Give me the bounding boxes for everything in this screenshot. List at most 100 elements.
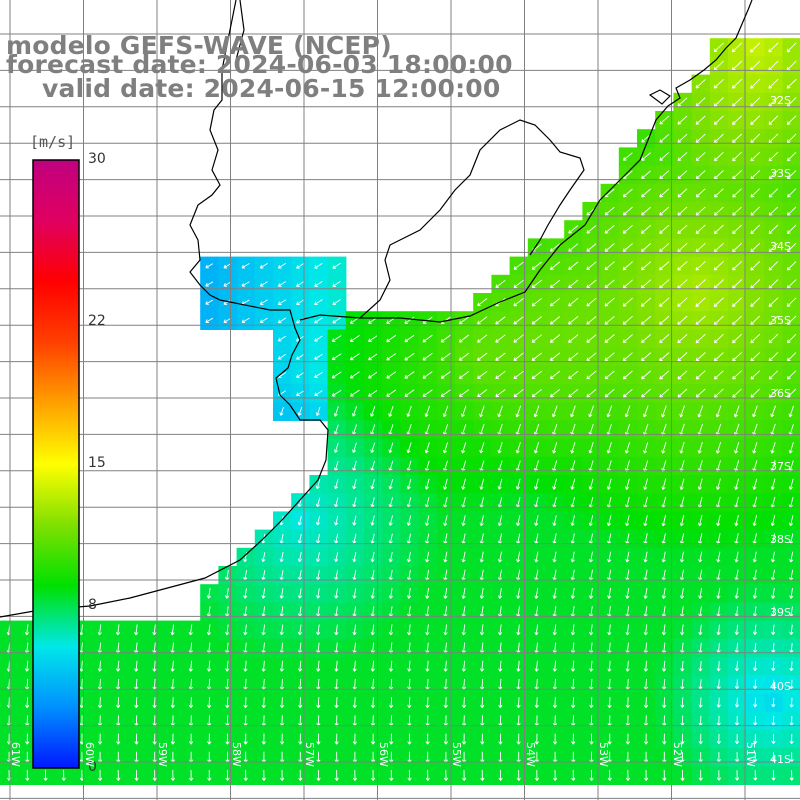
wind-arrow [495,334,506,343]
wind-arrow [659,370,670,380]
wind-arrow [659,279,670,289]
wind-arrow [332,299,341,306]
wind-arrow [622,152,633,161]
wind-arrow [731,78,743,89]
wind-arrow [713,170,724,180]
wind-arrow [458,334,470,343]
colorbar-tick-label: 15 [88,455,106,471]
wind-arrow [404,334,415,343]
wind-arrow [259,317,268,324]
wind-arrow [750,297,761,307]
wind-arrow [296,262,305,269]
wind-arrow [622,224,633,234]
wind-arrow [695,370,706,380]
wind-arrow [495,279,506,288]
wind-arrow [622,243,633,252]
wind-arrow [677,279,688,289]
wind-arrow [713,115,724,125]
wind-arrow [786,297,797,307]
wind-arrow [586,225,597,234]
wind-arrow [786,352,797,362]
wind-arrow [622,370,633,380]
wind-arrow [604,370,615,380]
wind-arrow [677,333,688,344]
longitude-label: 51W [744,742,757,767]
wind-arrow [422,352,433,361]
wind-arrow [768,78,779,89]
wind-arrow [750,352,761,362]
wind-arrow [296,372,305,378]
wind-arrow [713,279,724,289]
longitude-label: 53W [597,742,610,767]
wind-arrow [768,315,779,326]
wind-arrow [768,42,779,53]
wind-arrow [314,299,323,306]
wind-arrow [659,188,670,198]
wind-arrow [277,299,287,305]
wind-arrow [331,371,342,379]
wind-arrow [277,317,287,324]
wind-arrow [750,133,761,144]
wind-arrow [586,370,597,380]
longitude-label: 60W [82,742,96,767]
wind-arrow [695,79,706,89]
wind-arrow [659,352,670,362]
wind-arrow [732,279,743,289]
wind-arrow [568,279,579,289]
wind-arrow [277,353,287,360]
wind-arrow [586,297,597,307]
wind-arrow [622,188,633,198]
wind-arrow [259,263,268,269]
wind-arrow [750,188,761,198]
wind-arrow [732,188,742,198]
wind-arrow [768,333,779,344]
wind-arrow [659,152,669,161]
wind-arrow [568,370,579,380]
wind-arrow [586,352,597,362]
wind-arrow [568,261,579,270]
wind-arrow [695,279,706,289]
wind-arrow [768,133,779,144]
wind-arrow [531,297,542,307]
wind-arrow [786,279,797,289]
wind-arrow [404,316,415,325]
wind-arrow [568,316,579,325]
wind-arrow [677,352,688,362]
wind-arrow [659,261,670,271]
wind-arrow [622,279,633,289]
wind-arrow [476,352,488,361]
wind-arrow [731,42,743,53]
latitude-label: 41S [770,752,791,766]
wind-arrow [422,371,433,379]
wind-arrow [349,335,360,343]
wind-arrow [732,151,742,162]
wind-arrow [677,188,688,198]
longitude-label: 54W [523,742,537,767]
wind-arrow [604,243,615,252]
wind-arrow [549,370,561,380]
latitude-label: 34S [770,240,791,254]
wind-arrow [314,335,323,342]
wind-arrow [641,370,651,380]
wind-arrow [768,206,779,216]
latitude-label: 37S [770,460,791,473]
wind-arrow [586,243,597,252]
wind-arrow [659,115,670,125]
wind-arrow [550,243,560,252]
wind-arrow [659,315,670,325]
wind-arrow [640,297,652,307]
wind-arrow [404,371,415,379]
wind-arrow [640,243,652,253]
longitude-label: 55W [450,742,463,767]
wind-arrow [695,352,706,362]
wind-arrow [732,133,743,144]
latitude-label: 39S [770,606,791,620]
wind-arrow [296,299,305,306]
wind-arrow [641,134,651,143]
wind-arrow [786,42,797,53]
wind-arrow [713,97,724,107]
wind-arrow [531,316,542,325]
wind-arrow [332,317,341,324]
wind-arrow [695,152,706,162]
